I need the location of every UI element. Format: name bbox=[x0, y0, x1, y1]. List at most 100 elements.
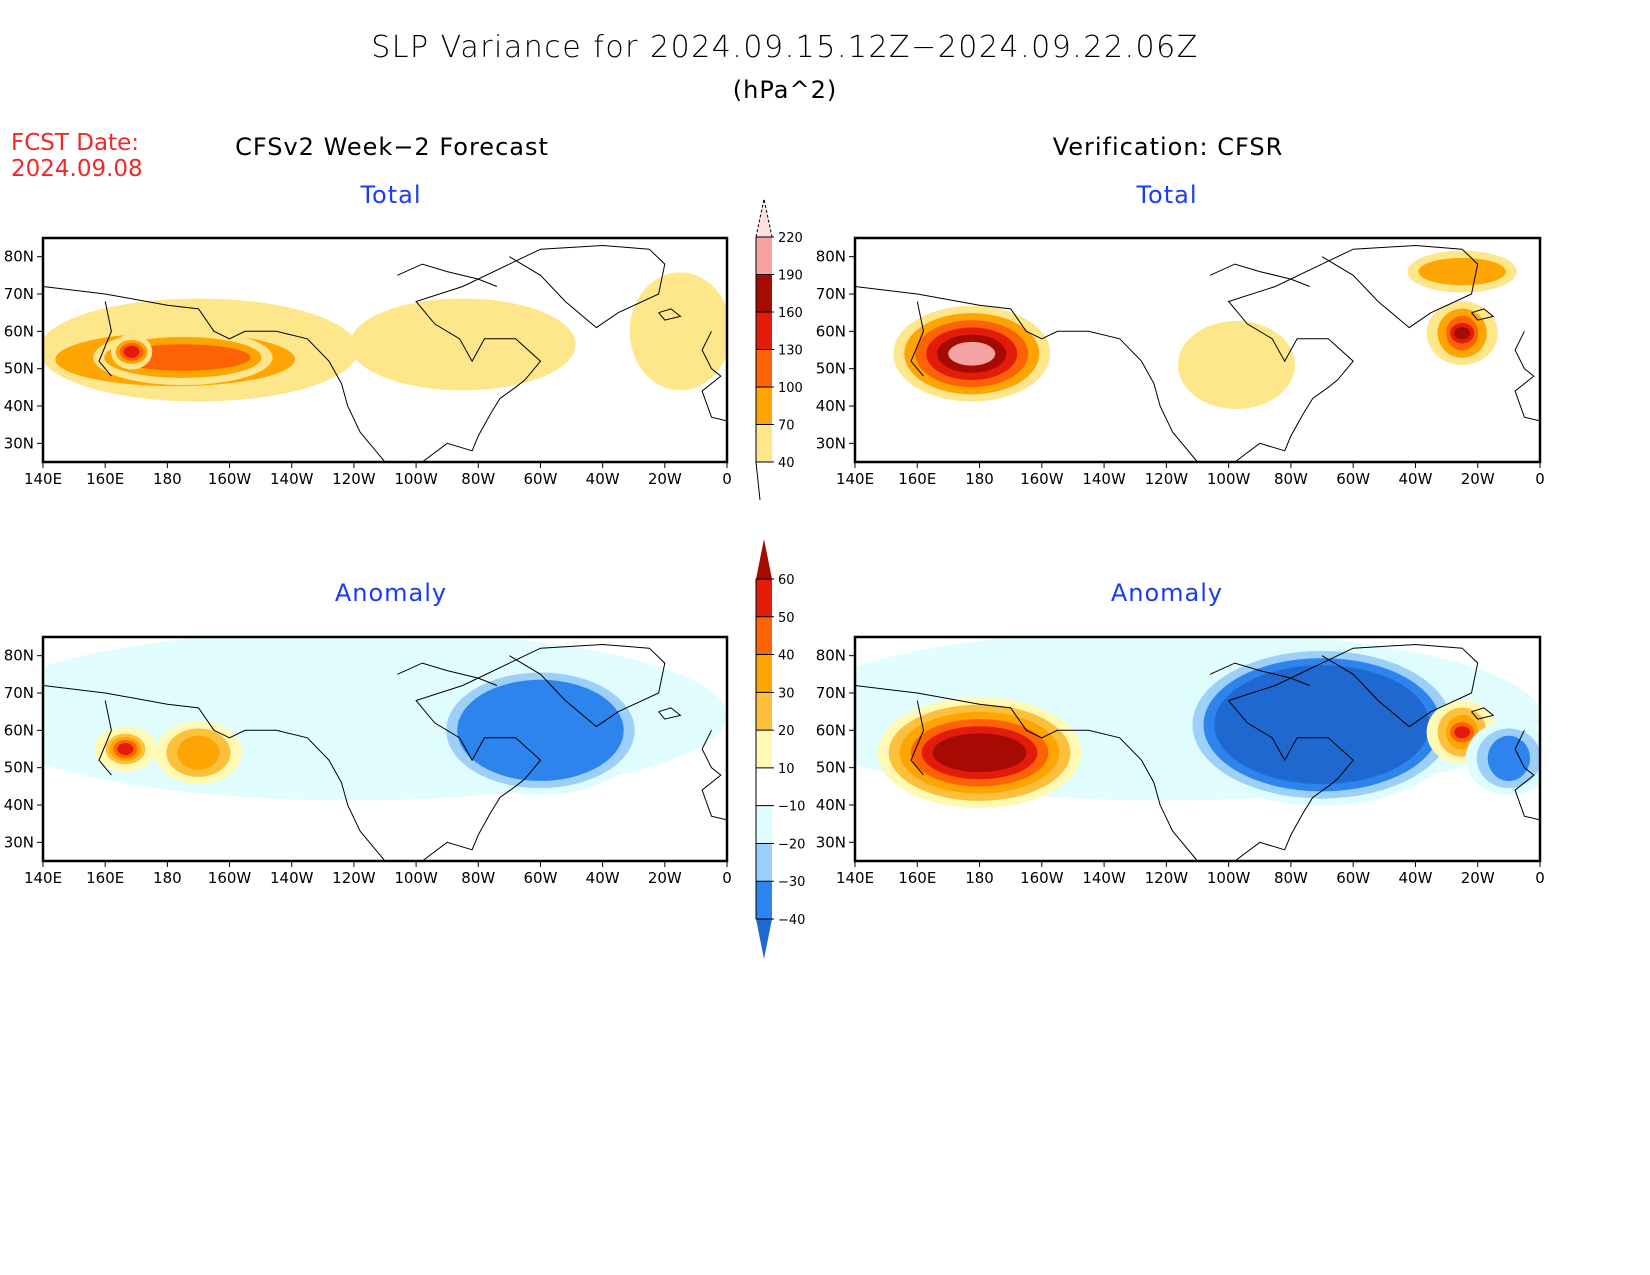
units-label: (hPa^2) bbox=[732, 76, 838, 104]
colorbar-anomaly-label: 20 bbox=[778, 724, 795, 739]
y-tick-label: 30N bbox=[4, 833, 34, 851]
colorbar-anomaly-label: −10 bbox=[778, 800, 805, 815]
x-tick-label: 20W bbox=[1461, 470, 1495, 488]
coastline-iceland bbox=[658, 308, 682, 321]
x-tick-label: 20W bbox=[648, 869, 682, 887]
coastline-eastern-canada-greenland bbox=[415, 643, 666, 862]
colorbar-total-box-160 bbox=[756, 274, 772, 312]
x-tick-label: 160W bbox=[208, 470, 252, 488]
x-tick-label: 60W bbox=[523, 470, 557, 488]
colorbar-anomaly-box-40 bbox=[756, 616, 772, 655]
contour-level-50 bbox=[117, 743, 134, 755]
x-tick-label: 120W bbox=[1145, 470, 1189, 488]
x-tick-label: 20W bbox=[648, 470, 682, 488]
colorbar-total-box-100 bbox=[756, 349, 772, 387]
y-tick-label: 70N bbox=[4, 684, 34, 702]
x-tick-label: 160W bbox=[1020, 869, 1064, 887]
x-tick-label: 80W bbox=[1274, 869, 1308, 887]
y-tick-label: 60N bbox=[816, 322, 846, 340]
map-frame bbox=[41, 635, 729, 863]
contour-fills bbox=[43, 272, 727, 402]
colorbar-anomaly-box-−30 bbox=[756, 843, 772, 882]
panel-title-verification-total: Total bbox=[1136, 181, 1198, 209]
coastline-kamchatka bbox=[910, 700, 925, 776]
contour-level-50 bbox=[1454, 726, 1471, 739]
panel-title-forecast-total: Total bbox=[360, 181, 422, 209]
x-tick-label: 120W bbox=[332, 869, 376, 887]
colorbar-anomaly-label: −20 bbox=[778, 837, 805, 852]
x-tick-label: 160E bbox=[898, 869, 936, 887]
y-tick-label: 40N bbox=[4, 397, 34, 415]
x-tick-label: 60W bbox=[523, 869, 557, 887]
coastline bbox=[854, 643, 1541, 862]
coastline-kamchatka bbox=[98, 700, 112, 776]
y-tick-label: 70N bbox=[816, 684, 846, 702]
coastline-iceland bbox=[658, 707, 682, 720]
y-tick-label: 50N bbox=[4, 360, 34, 378]
y-tick-label: 80N bbox=[4, 647, 34, 665]
coastline-iceland bbox=[1471, 308, 1495, 321]
colorbar-anomaly-top-arrow bbox=[756, 539, 772, 579]
coastline-europe bbox=[701, 730, 728, 821]
colorbar-total-box-130 bbox=[756, 312, 772, 350]
contour-level-190 bbox=[948, 341, 996, 366]
coastline-north-america-west bbox=[854, 685, 1198, 862]
colorbar-total-label: 40 bbox=[778, 456, 795, 471]
coastline bbox=[854, 244, 1541, 463]
x-tick-label: 180 bbox=[965, 470, 994, 488]
x-tick-label: 0 bbox=[722, 470, 732, 488]
coastline-arctic-islands bbox=[1209, 662, 1310, 686]
contour-level--40 bbox=[1214, 665, 1430, 785]
y-tick-label: 50N bbox=[816, 360, 846, 378]
x-tick-label: 0 bbox=[1535, 470, 1545, 488]
x-tick-label: 40W bbox=[586, 470, 620, 488]
colorbar-anomaly-label: 50 bbox=[778, 611, 795, 626]
coastline-kamchatka bbox=[98, 301, 112, 377]
coastline-eastern-canada-greenland bbox=[415, 244, 666, 463]
verification-column-title: Verification: CFSR bbox=[1052, 133, 1284, 161]
x-tick-label: 140W bbox=[270, 869, 314, 887]
colorbar-anomaly-bottom-arrow bbox=[756, 919, 772, 959]
colorbar-total-label: 130 bbox=[778, 344, 803, 359]
y-tick-label: 30N bbox=[4, 434, 34, 452]
contour-fills bbox=[43, 637, 727, 801]
coastline-eastern-canada-greenland bbox=[1227, 643, 1479, 862]
colorbar-total: 40 70 100 130 160 190 220 bbox=[755, 198, 803, 501]
y-tick-label: 80N bbox=[816, 248, 846, 266]
map-panel-verification-total: 30N 40N 50N 60N 70N 80N 140E 160E 180 160W 140W 120… bbox=[816, 236, 1545, 488]
y-tick-label: 30N bbox=[816, 833, 846, 851]
y-tick-label: 40N bbox=[4, 796, 34, 814]
x-tick-label: 140W bbox=[1082, 470, 1126, 488]
coastline-iceland bbox=[1471, 707, 1495, 720]
y-tick-label: 50N bbox=[4, 759, 34, 777]
y-tick-label: 40N bbox=[816, 397, 846, 415]
y-tick-label: 30N bbox=[816, 434, 846, 452]
colorbar-total-bottom-arrow bbox=[755, 461, 761, 501]
x-tick-label: 100W bbox=[1207, 470, 1251, 488]
x-tick-label: 160E bbox=[86, 869, 124, 887]
y-tick-label: 40N bbox=[816, 796, 846, 814]
colorbar-anomaly-label: −30 bbox=[778, 875, 805, 890]
x-tick-label: 140W bbox=[1082, 869, 1126, 887]
contour-level-160 bbox=[1454, 327, 1471, 340]
coastline-north-america-west bbox=[854, 286, 1198, 463]
colorbar-anomaly-box-−20 bbox=[756, 805, 772, 844]
map-panel-forecast-anomaly: 30N 40N 50N 60N 70N 80N 140E 160E 180 160W 140W 120… bbox=[4, 635, 732, 887]
map-frame bbox=[41, 236, 729, 464]
contour-level-130 bbox=[123, 345, 140, 358]
coastline-arctic-islands bbox=[397, 263, 498, 287]
contour-level--30 bbox=[457, 679, 624, 781]
colorbar-total-label: 220 bbox=[778, 231, 803, 246]
x-tick-label: 0 bbox=[1535, 869, 1545, 887]
contour-level-40 bbox=[629, 272, 727, 391]
contour-fills bbox=[855, 637, 1540, 809]
map-frame bbox=[853, 236, 1542, 464]
colorbar-total-label: 70 bbox=[778, 419, 795, 434]
y-tick-label: 50N bbox=[816, 759, 846, 777]
x-tick-label: 100W bbox=[394, 869, 438, 887]
map-panel-forecast-total: 30N 40N 50N 60N 70N 80N 140E 160E 180 160W 140W 120… bbox=[4, 236, 732, 488]
y-tick-label: 70N bbox=[816, 285, 846, 303]
colorbar-anomaly-label: 40 bbox=[778, 649, 795, 664]
x-tick-label: 120W bbox=[332, 470, 376, 488]
x-tick-label: 120W bbox=[1145, 869, 1189, 887]
